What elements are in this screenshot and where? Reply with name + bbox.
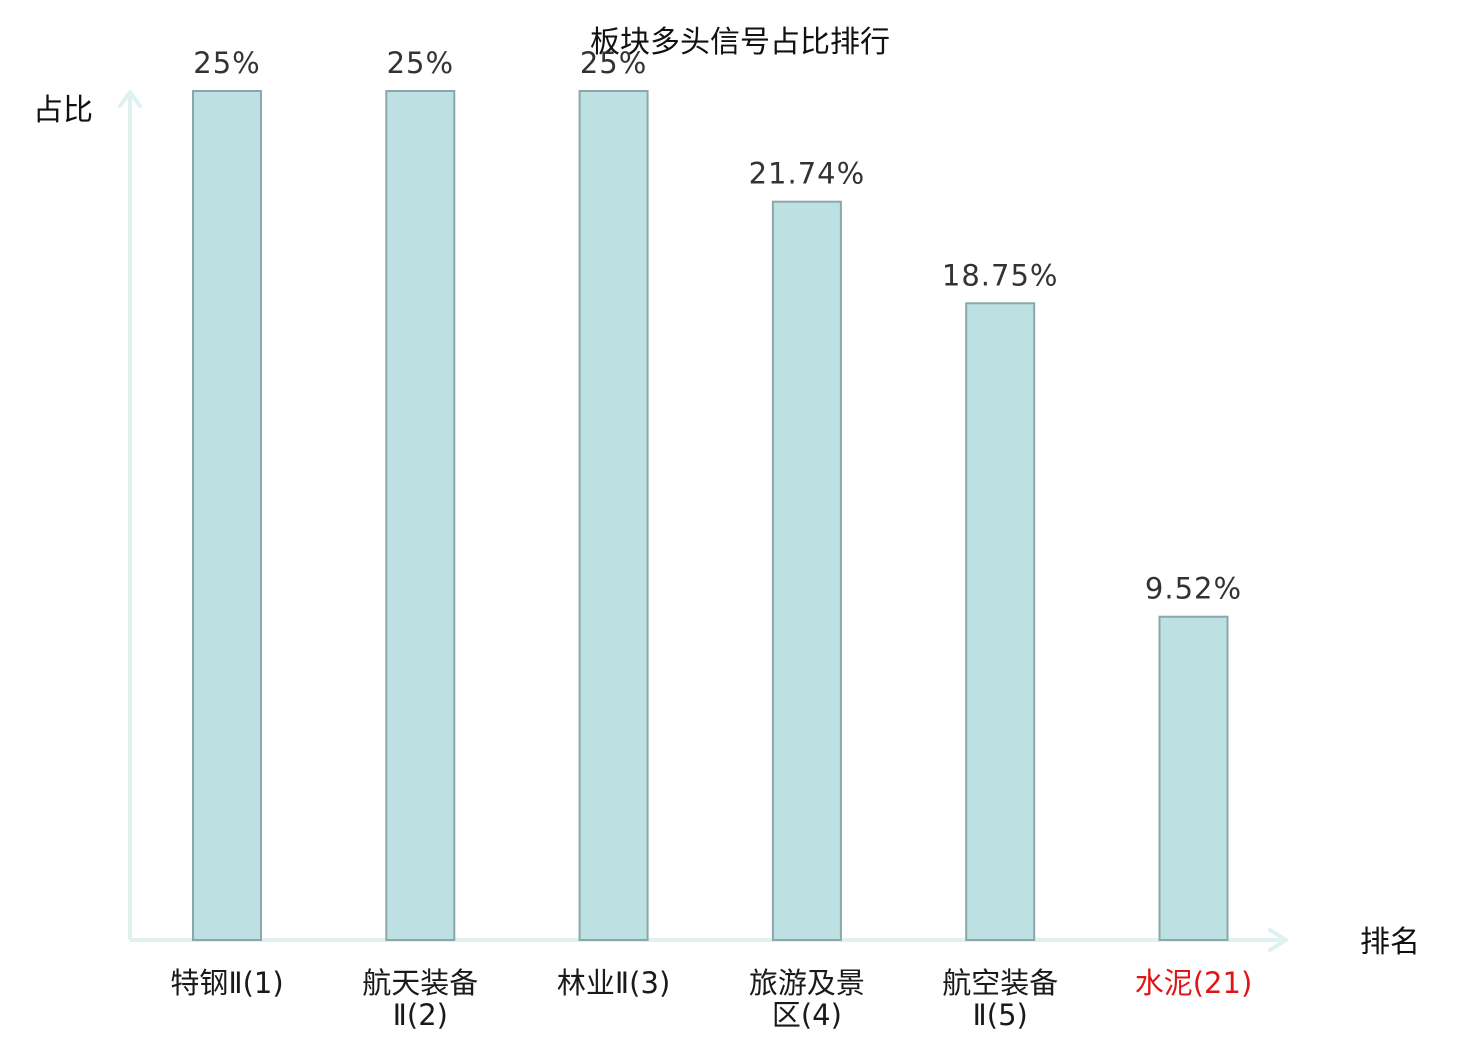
category-label: 林业Ⅱ(3): [557, 966, 670, 1000]
bar-value-label: 25%: [580, 46, 647, 80]
category-label: 航天装备: [362, 966, 478, 1000]
x-axis-arrow: [1268, 928, 1288, 952]
bar-value-label: 25%: [193, 46, 260, 80]
category-label: 旅游及景: [749, 966, 865, 1000]
bar-value-label: 21.74%: [749, 157, 866, 191]
bar-value-label: 18.75%: [942, 258, 1059, 292]
bar: [1158, 615, 1229, 941]
bar: [385, 90, 456, 941]
x-axis-label: 排名: [1360, 925, 1420, 960]
bar-value-labels: 25% 25% 25% 21.74% 18.75% 9.52%: [193, 46, 1242, 606]
bar: [192, 90, 262, 941]
category-label: 特钢Ⅱ(1): [170, 966, 283, 1000]
category-label: Ⅱ(2): [393, 998, 448, 1032]
bar: [771, 200, 842, 941]
y-axis-label: 占比: [33, 93, 93, 128]
category-label: 航空装备: [942, 966, 1058, 1000]
bars-group: [192, 90, 1229, 941]
chart-title: 板块多头信号占比排行: [590, 25, 890, 60]
bar: [578, 90, 649, 941]
bar: [965, 302, 1036, 941]
category-label: 水泥(21): [1135, 966, 1253, 1000]
bar-value-label: 9.52%: [1145, 572, 1242, 606]
category-label: 区(4): [772, 998, 842, 1032]
category-label: Ⅱ(5): [973, 998, 1028, 1032]
y-axis-arrow: [118, 90, 142, 108]
bar-value-label: 25%: [387, 46, 454, 80]
